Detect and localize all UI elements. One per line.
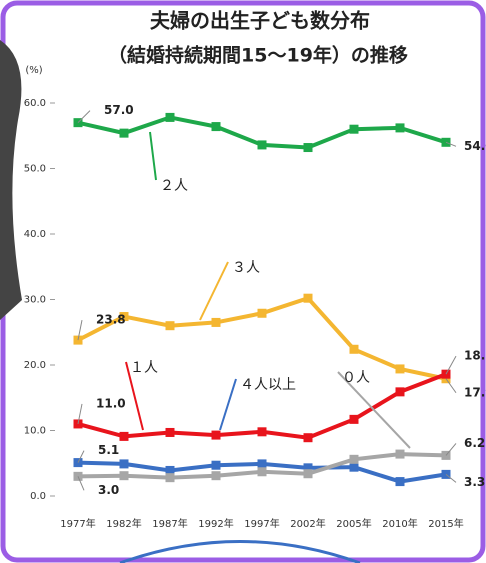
chart: 夫婦の出生子ども数分布 （結婚持続期間15～19年）の推移 (%) 0.0 10.… bbox=[0, 0, 486, 563]
point bbox=[166, 473, 175, 482]
point bbox=[212, 431, 221, 440]
point bbox=[166, 428, 175, 437]
y-tick-label: 50.0 bbox=[24, 164, 46, 175]
point bbox=[396, 364, 405, 373]
chart-title: 夫婦の出生子ども数分布 bbox=[150, 9, 370, 33]
point bbox=[166, 321, 175, 330]
x-tick-label: 2015年 bbox=[428, 517, 463, 530]
point bbox=[166, 113, 175, 122]
point bbox=[350, 455, 359, 464]
legend-label: ２人 bbox=[160, 178, 188, 194]
point bbox=[350, 345, 359, 354]
y-unit: (%) bbox=[25, 65, 42, 76]
x-tick-label: 2005年 bbox=[336, 517, 371, 530]
point bbox=[350, 415, 359, 424]
point bbox=[258, 309, 267, 318]
data-label: 18.6 bbox=[464, 349, 486, 363]
legend-label: ４人以上 bbox=[240, 377, 296, 393]
x-tick-label: 1992年 bbox=[198, 517, 233, 530]
x-tick-label: 1977年 bbox=[60, 517, 95, 530]
point bbox=[350, 125, 359, 134]
x-tick-label: 2002年 bbox=[290, 517, 325, 530]
point bbox=[258, 467, 267, 476]
data-label: 3.0 bbox=[98, 483, 119, 497]
point bbox=[304, 469, 313, 478]
x-tick-label: 1987年 bbox=[152, 517, 187, 530]
y-tick-label: 60.0 bbox=[24, 98, 46, 109]
point bbox=[396, 123, 405, 132]
point bbox=[212, 122, 221, 131]
x-tick-label: 2010年 bbox=[382, 517, 417, 530]
y-tick-label: 40.0 bbox=[24, 229, 46, 240]
x-tick-label: 1982年 bbox=[106, 517, 141, 530]
data-label: 57.0 bbox=[104, 103, 134, 117]
legend-label: １人 bbox=[130, 360, 158, 376]
data-label: 6.2 bbox=[464, 436, 485, 450]
y-tick-label: 10.0 bbox=[24, 426, 46, 437]
data-label: 23.8 bbox=[96, 313, 126, 327]
y-tick-label: 0.0 bbox=[30, 491, 46, 502]
x-tick-label: 1997年 bbox=[244, 517, 279, 530]
point bbox=[120, 459, 129, 468]
point bbox=[258, 459, 267, 468]
point bbox=[396, 387, 405, 396]
legend-label: ３人 bbox=[232, 260, 260, 276]
chart-subtitle: （結婚持続期間15～19年）の推移 bbox=[108, 44, 408, 67]
data-label: 3.3 bbox=[464, 475, 485, 489]
point bbox=[120, 432, 129, 441]
point bbox=[304, 143, 313, 152]
data-label: 11.0 bbox=[96, 396, 126, 410]
point bbox=[304, 294, 313, 303]
point bbox=[350, 463, 359, 472]
point bbox=[258, 140, 267, 149]
point bbox=[120, 129, 129, 138]
point bbox=[396, 477, 405, 486]
data-label: 5.1 bbox=[98, 443, 119, 457]
data-label: 17.9 bbox=[464, 385, 486, 399]
data-label: 54.0 bbox=[464, 139, 486, 153]
point bbox=[258, 427, 267, 436]
y-tick-label: 20.0 bbox=[24, 360, 46, 371]
legend-label: ０人 bbox=[342, 370, 370, 386]
point bbox=[304, 433, 313, 442]
point bbox=[212, 318, 221, 327]
point bbox=[120, 471, 129, 480]
point bbox=[212, 471, 221, 480]
point bbox=[396, 450, 405, 459]
y-tick-label: 30.0 bbox=[24, 295, 46, 306]
point bbox=[212, 461, 221, 470]
